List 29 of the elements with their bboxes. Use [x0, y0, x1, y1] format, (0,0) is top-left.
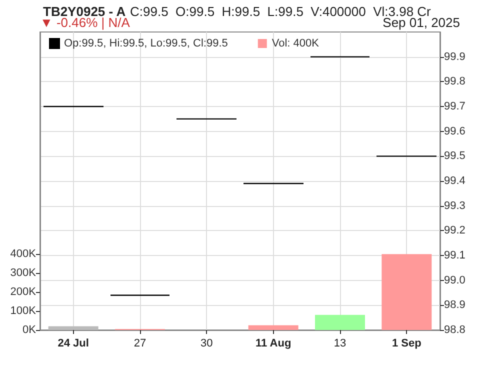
y-tick-label: 99.2 [444, 224, 466, 237]
y2-tick-label: 300K [10, 267, 37, 280]
bar [382, 254, 432, 330]
x-tick-label: 13 [334, 338, 346, 350]
y-tick-label: 99.1 [444, 250, 466, 262]
y-tick-label: 99.4 [444, 175, 466, 187]
y2-tick-label: 200K [10, 286, 37, 298]
y2-tick-label: 0K [22, 324, 37, 336]
legend-label: Op:99.5, Hi:99.5, Lo:99.5, Cl:99.5 [64, 38, 228, 50]
legend-label: Vol: 400K [272, 38, 320, 50]
y-tick-label: 99.0 [444, 274, 466, 286]
y-tick-label: 99.6 [444, 125, 466, 138]
y-tick-label: 99.5 [444, 150, 466, 162]
x-tick-label: 30 [200, 338, 213, 350]
x-tick-label: 11 Aug [255, 338, 292, 350]
bar [315, 314, 365, 330]
bar [248, 325, 298, 330]
y2-tick-label: 100K [10, 305, 37, 318]
y-tick-label: 99.3 [444, 200, 466, 212]
x-tick-label: 27 [134, 338, 146, 350]
y-tick-label: 98.9 [444, 299, 466, 312]
y-tick-label: 99.8 [444, 76, 466, 88]
y-tick-label: 99.7 [444, 100, 466, 112]
x-tick-label: 24 Jul [58, 338, 89, 350]
y-tick-label: 99.9 [444, 50, 466, 63]
x-tick-label: 1 Sep [392, 338, 422, 350]
y-tick-label: 98.8 [444, 324, 466, 336]
y2-tick-label: 400K [10, 248, 37, 260]
bar [48, 326, 98, 330]
